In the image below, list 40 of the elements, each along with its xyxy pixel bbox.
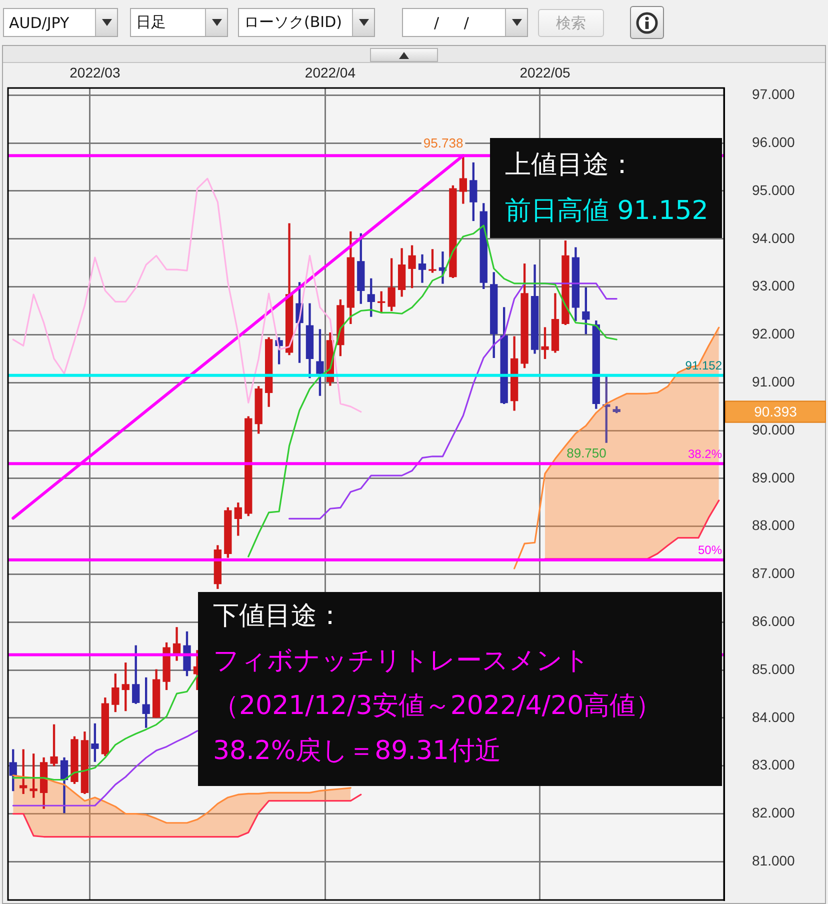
callout-box: 上値目途： 前日高値 91.152 (490, 138, 722, 238)
y-tick-label: 95.000 (752, 182, 796, 198)
y-tick-label: 92.000 (752, 326, 796, 342)
y-tick-label: 96.000 (752, 134, 796, 150)
chart-title: AUD/JPY (9, 14, 70, 32)
timeframe-dropdown: 日足 (130, 8, 228, 37)
search-button: 検索 (538, 9, 604, 37)
y-tick-label: 90.000 (752, 421, 796, 438)
annotation: フィボナッチリトレースメント (213, 646, 590, 676)
x-tick-label: 2022/04 (304, 64, 356, 80)
y-tick-label: 83.000 (752, 756, 796, 773)
date-dropdown: / / (402, 8, 528, 37)
y-tick-label: 85.000 (752, 660, 796, 677)
y-tick-label: 89.000 (752, 469, 796, 486)
annotation: 下値目途： (213, 601, 343, 631)
annotation: （2021/12/3安値～2022/4/20高値） (213, 691, 662, 721)
y-tick-label: 86.000 (752, 613, 796, 630)
ref-line-label: 91.152 (685, 358, 722, 373)
annotation: 38.2% (688, 446, 722, 461)
x-tick-label: 2022/03 (70, 64, 120, 80)
annotation: 38.2%戻し＝89.31付近 (213, 736, 502, 766)
currency-pair-dropdown: AUD/JPY (3, 8, 118, 37)
annotation: 89.750 (566, 446, 606, 461)
y-tick-label: 93.000 (752, 278, 796, 294)
y-tick-label: 87.000 (752, 565, 796, 582)
y-tick-label: 97.000 (752, 86, 796, 102)
y-tick-label: 84.000 (752, 708, 796, 725)
y-tick-label: 81.000 (752, 852, 796, 869)
annotation: 前日高値 91.152 (505, 196, 708, 226)
y-tick-label: 94.000 (752, 230, 796, 246)
y-tick-label: 91.000 (752, 373, 796, 390)
chart-subtitle: 日足 (136, 13, 166, 31)
price-type-dropdown: ローソク(BID) (238, 8, 375, 37)
annotation: 50% (698, 543, 722, 558)
y-tick-label: 88.000 (752, 517, 796, 534)
annotation: 上値目途： (505, 150, 635, 180)
y-tick-label: 82.000 (752, 804, 796, 821)
x-tick-label: 2022/05 (520, 64, 571, 80)
annotation: 95.738 (423, 136, 464, 151)
text: 90.393 (754, 404, 798, 420)
